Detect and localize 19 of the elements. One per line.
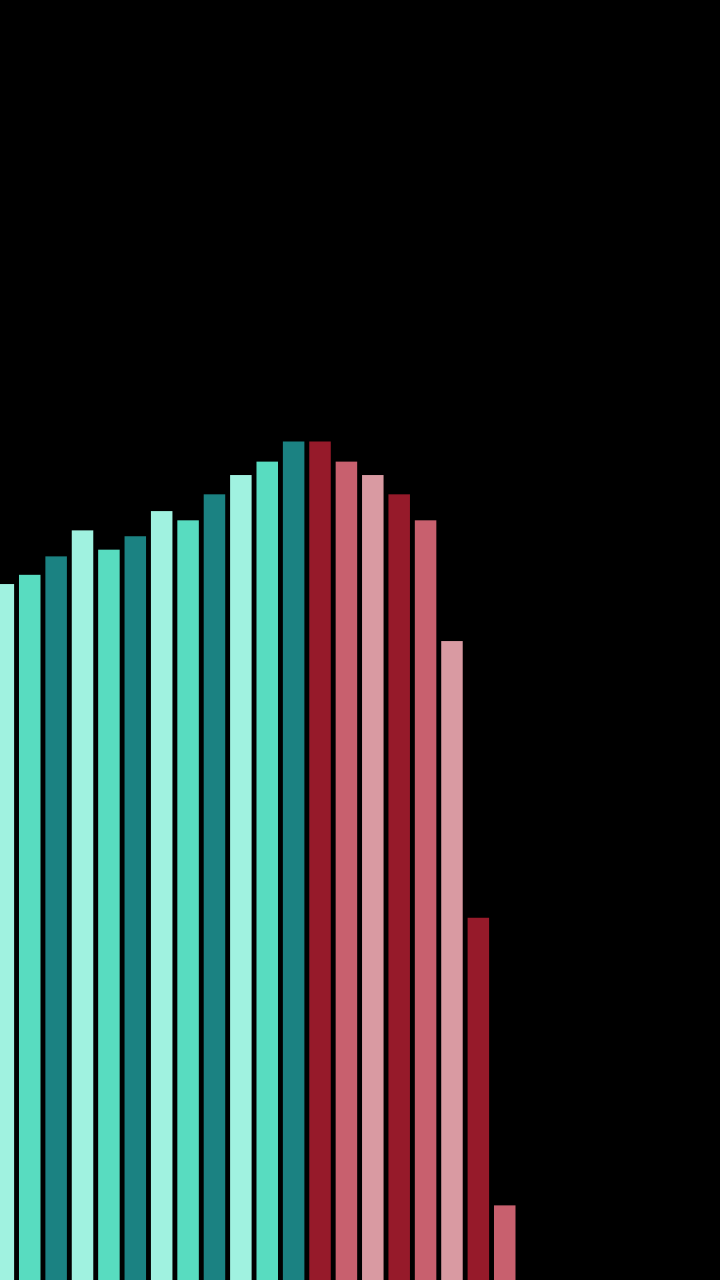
- bar: [309, 441, 331, 1280]
- bar: [335, 461, 358, 1280]
- bar: [362, 475, 384, 1280]
- bar: [282, 441, 305, 1280]
- bar: [256, 461, 278, 1280]
- bar: [203, 494, 226, 1280]
- bar: [414, 520, 437, 1280]
- bar: [71, 530, 94, 1280]
- bar: [177, 520, 199, 1280]
- bar: [124, 536, 147, 1280]
- bar: [98, 549, 120, 1280]
- bar: [441, 641, 463, 1280]
- bar: [388, 494, 410, 1280]
- bar: [230, 475, 252, 1280]
- bar: [467, 917, 490, 1280]
- bar: [150, 511, 173, 1280]
- bar: [493, 1205, 516, 1280]
- bar: [45, 556, 67, 1280]
- bar: [18, 574, 41, 1280]
